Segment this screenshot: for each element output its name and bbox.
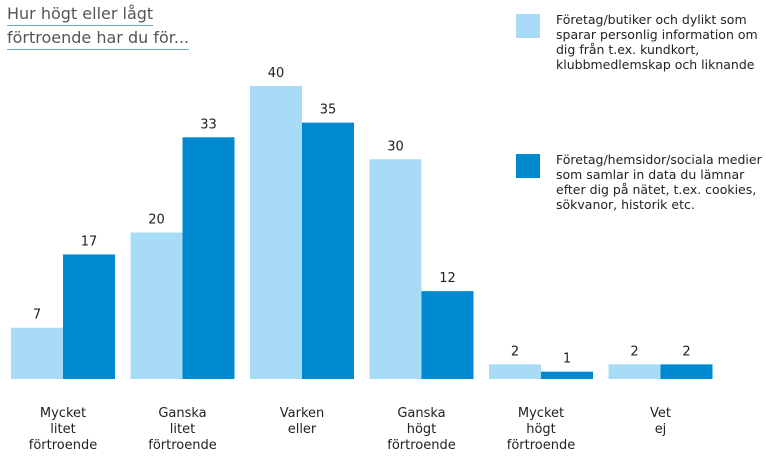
bar	[421, 291, 474, 379]
x-tick-line: förtroende	[148, 438, 216, 453]
bar	[63, 254, 115, 379]
x-tick-label: Ganska litet förtroende	[148, 406, 216, 453]
x-tick-line: Ganska	[158, 406, 206, 421]
bar	[608, 364, 661, 379]
bar	[11, 327, 63, 379]
value-label: 2	[630, 344, 638, 359]
value-label: 35	[320, 103, 337, 118]
x-tick-line: högt	[407, 422, 437, 437]
bar	[250, 86, 302, 379]
x-tick-line: ej	[655, 422, 667, 437]
bar	[302, 122, 354, 379]
x-tick-line: Vet	[650, 406, 671, 421]
x-tick-line: Ganska	[397, 406, 445, 421]
legend-swatch	[516, 154, 540, 178]
x-tick-line: förtroende	[29, 438, 97, 453]
bar	[369, 159, 422, 379]
value-label: 2	[511, 344, 519, 359]
bar	[130, 232, 183, 379]
value-label: 17	[81, 234, 98, 249]
bar	[182, 137, 235, 379]
value-label: 40	[268, 66, 285, 81]
value-label: 20	[148, 213, 165, 228]
legend-label: Företag/butiker och dylikt som sparar pe…	[556, 12, 758, 72]
legend-swatch	[516, 14, 540, 38]
x-tick-line: förtroende	[507, 438, 575, 453]
legend-label: Företag/hemsidor/sociala medier som saml…	[556, 152, 762, 212]
x-tick-line: Mycket	[40, 406, 86, 421]
value-label: 12	[439, 271, 456, 286]
x-tick-label: Mycket högt förtroende	[507, 406, 575, 453]
x-tick-line: Mycket	[518, 406, 564, 421]
x-tick-label: Varken eller	[280, 406, 325, 437]
value-label: 1	[563, 352, 571, 367]
bar	[660, 364, 713, 379]
x-tick-label: Ganska högt förtroende	[387, 406, 455, 453]
x-tick-line: högt	[526, 422, 556, 437]
x-tick-line: Varken	[280, 406, 325, 421]
value-label: 2	[682, 344, 690, 359]
x-tick-label: Vet ej	[650, 406, 671, 437]
x-tick-line: litet	[170, 422, 195, 437]
chart-title: Hur högt eller lågt förtroende har du fö…	[7, 2, 190, 50]
value-label: 33	[200, 117, 217, 132]
x-tick-line: förtroende	[387, 438, 455, 453]
title-line: förtroende har du för...	[7, 27, 190, 50]
value-label: 30	[387, 139, 404, 154]
x-tick-label: Mycket litet förtroende	[29, 406, 97, 453]
x-tick-line: eller	[288, 422, 317, 437]
bar	[489, 364, 541, 379]
x-tick-line: litet	[50, 422, 75, 437]
value-label: 7	[33, 308, 41, 323]
bar	[541, 371, 593, 379]
